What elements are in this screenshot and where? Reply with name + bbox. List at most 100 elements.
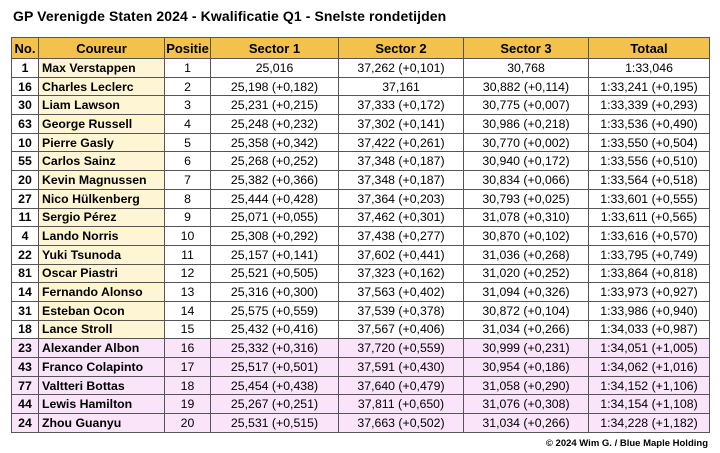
sector1-time: 25,308 (+0,292) xyxy=(210,226,339,246)
table-row: 44 Lewis Hamilton 19 25,267 (+0,251) 37,811 … xyxy=(11,394,710,415)
column-header-sector3: Sector 3 xyxy=(463,37,589,59)
driver-name: Sergio Pérez xyxy=(38,207,165,228)
total-time: 1:33,864 (+0,818) xyxy=(588,263,710,284)
sector2-time: 37,567 (+0,406) xyxy=(338,319,464,340)
sector2-time: 37,364 (+0,203) xyxy=(338,188,464,209)
row-number: 11 xyxy=(11,207,39,228)
sector3-time: 30,882 (+0,114) xyxy=(463,76,589,97)
sector2-time: 37,438 (+0,277) xyxy=(338,226,464,246)
driver-name: Liam Lawson xyxy=(38,95,165,116)
driver-name: Charles Leclerc xyxy=(38,76,165,97)
sector2-time: 37,422 (+0,261) xyxy=(338,132,464,153)
row-number: 27 xyxy=(11,188,39,209)
sector3-time: 30,954 (+0,186) xyxy=(463,357,589,377)
column-header-driver: Coureur xyxy=(38,37,165,59)
sector3-time: 30,834 (+0,066) xyxy=(463,170,589,190)
row-number: 31 xyxy=(11,300,39,321)
sector2-time: 37,348 (+0,187) xyxy=(338,170,464,190)
page-title: GP Verenigde Staten 2024 - Kwalificatie … xyxy=(13,8,447,24)
table-row: 4 Lando Norris 10 25,308 (+0,292) 37,438 (+0… xyxy=(11,226,710,246)
sector2-time: 37,563 (+0,402) xyxy=(338,282,464,302)
table-row: 1 Max Verstappen 1 25,016 37,262 (+0,101) 30,… xyxy=(11,58,710,78)
sector2-time: 37,348 (+0,187) xyxy=(338,151,464,172)
row-number: 43 xyxy=(11,357,39,377)
sector1-time: 25,268 (+0,252) xyxy=(210,151,339,172)
driver-name: Alexander Albon xyxy=(38,338,165,358)
sector3-time: 30,793 (+0,025) xyxy=(463,188,589,209)
table-row: 55 Carlos Sainz 6 25,268 (+0,252) 37,348 (+0… xyxy=(11,151,710,172)
total-time: 1:33,986 (+0,940) xyxy=(588,300,710,321)
table-row: 14 Fernando Alonso 13 25,316 (+0,300) 37,563… xyxy=(11,282,710,302)
sector2-time: 37,262 (+0,101) xyxy=(338,58,464,78)
sector3-time: 30,768 xyxy=(463,58,589,78)
sector2-time: 37,663 (+0,502) xyxy=(338,413,464,433)
driver-name: Pierre Gasly xyxy=(38,132,165,153)
sector1-time: 25,432 (+0,416) xyxy=(210,319,339,340)
position: 20 xyxy=(164,413,211,433)
total-time: 1:34,051 (+1,005) xyxy=(588,338,710,358)
table-row: 81 Oscar Piastri 12 25,521 (+0,505) 37,323 (… xyxy=(11,263,710,284)
row-number: 1 xyxy=(11,58,39,78)
position: 9 xyxy=(164,207,211,228)
row-number: 4 xyxy=(11,226,39,246)
sector1-time: 25,016 xyxy=(210,58,339,78)
sector2-time: 37,602 (+0,441) xyxy=(338,244,464,265)
table-row: 30 Liam Lawson 3 25,231 (+0,215) 37,333 (+0,… xyxy=(11,95,710,116)
driver-name: Nico Hülkenberg xyxy=(38,188,165,209)
sector3-time: 30,775 (+0,007) xyxy=(463,95,589,116)
sector2-time: 37,333 (+0,172) xyxy=(338,95,464,116)
table-header-row: No. Coureur Positie Sector 1 Sector 2 Se… xyxy=(11,37,710,59)
sector2-time: 37,323 (+0,162) xyxy=(338,263,464,284)
sector3-time: 30,940 (+0,172) xyxy=(463,151,589,172)
row-number: 22 xyxy=(11,244,39,265)
sector1-time: 25,444 (+0,428) xyxy=(210,188,339,209)
total-time: 1:33,550 (+0,504) xyxy=(588,132,710,153)
sector3-time: 31,034 (+0,266) xyxy=(463,413,589,433)
sector2-time: 37,811 (+0,650) xyxy=(338,394,464,415)
table-row: 20 Kevin Magnussen 7 25,382 (+0,366) 37,348 … xyxy=(11,170,710,190)
position: 8 xyxy=(164,188,211,209)
sector1-time: 25,531 (+0,515) xyxy=(210,413,339,433)
table-row: 77 Valtteri Bottas 18 25,454 (+0,438) 37,640… xyxy=(11,375,710,396)
sector2-time: 37,161 xyxy=(338,76,464,97)
sector3-time: 30,986 (+0,218) xyxy=(463,114,589,134)
table-row: 31 Esteban Ocon 14 25,575 (+0,559) 37,539 (+… xyxy=(11,300,710,321)
row-number: 20 xyxy=(11,170,39,190)
position: 3 xyxy=(164,95,211,116)
sector1-time: 25,358 (+0,342) xyxy=(210,132,339,153)
sector2-time: 37,539 (+0,378) xyxy=(338,300,464,321)
total-time: 1:33,339 (+0,293) xyxy=(588,95,710,116)
position: 19 xyxy=(164,394,211,415)
sector1-time: 25,071 (+0,055) xyxy=(210,207,339,228)
total-time: 1:33,601 (+0,555) xyxy=(588,188,710,209)
position: 14 xyxy=(164,300,211,321)
position: 7 xyxy=(164,170,211,190)
position: 15 xyxy=(164,319,211,340)
column-header-no: No. xyxy=(11,37,39,59)
table-row: 43 Franco Colapinto 17 25,517 (+0,501) 37,59… xyxy=(11,357,710,377)
position: 6 xyxy=(164,151,211,172)
sector1-time: 25,231 (+0,215) xyxy=(210,95,339,116)
sector1-time: 25,198 (+0,182) xyxy=(210,76,339,97)
total-time: 1:34,154 (+1,108) xyxy=(588,394,710,415)
row-number: 23 xyxy=(11,338,39,358)
row-number: 16 xyxy=(11,76,39,97)
sector3-time: 30,872 (+0,104) xyxy=(463,300,589,321)
sector1-time: 25,157 (+0,141) xyxy=(210,244,339,265)
total-time: 1:34,152 (+1,106) xyxy=(588,375,710,396)
sector3-time: 31,076 (+0,308) xyxy=(463,394,589,415)
sector2-time: 37,591 (+0,430) xyxy=(338,357,464,377)
sector2-time: 37,640 (+0,479) xyxy=(338,375,464,396)
table-row: 27 Nico Hülkenberg 8 25,444 (+0,428) 37,364 … xyxy=(11,188,710,209)
row-number: 63 xyxy=(11,114,39,134)
driver-name: Yuki Tsunoda xyxy=(38,244,165,265)
driver-name: Esteban Ocon xyxy=(38,300,165,321)
driver-name: Fernando Alonso xyxy=(38,282,165,302)
position: 18 xyxy=(164,375,211,396)
sector3-time: 31,094 (+0,326) xyxy=(463,282,589,302)
sector1-time: 25,316 (+0,300) xyxy=(210,282,339,302)
position: 1 xyxy=(164,58,211,78)
total-time: 1:33,564 (+0,518) xyxy=(588,170,710,190)
sector3-time: 31,020 (+0,252) xyxy=(463,263,589,284)
position: 17 xyxy=(164,357,211,377)
